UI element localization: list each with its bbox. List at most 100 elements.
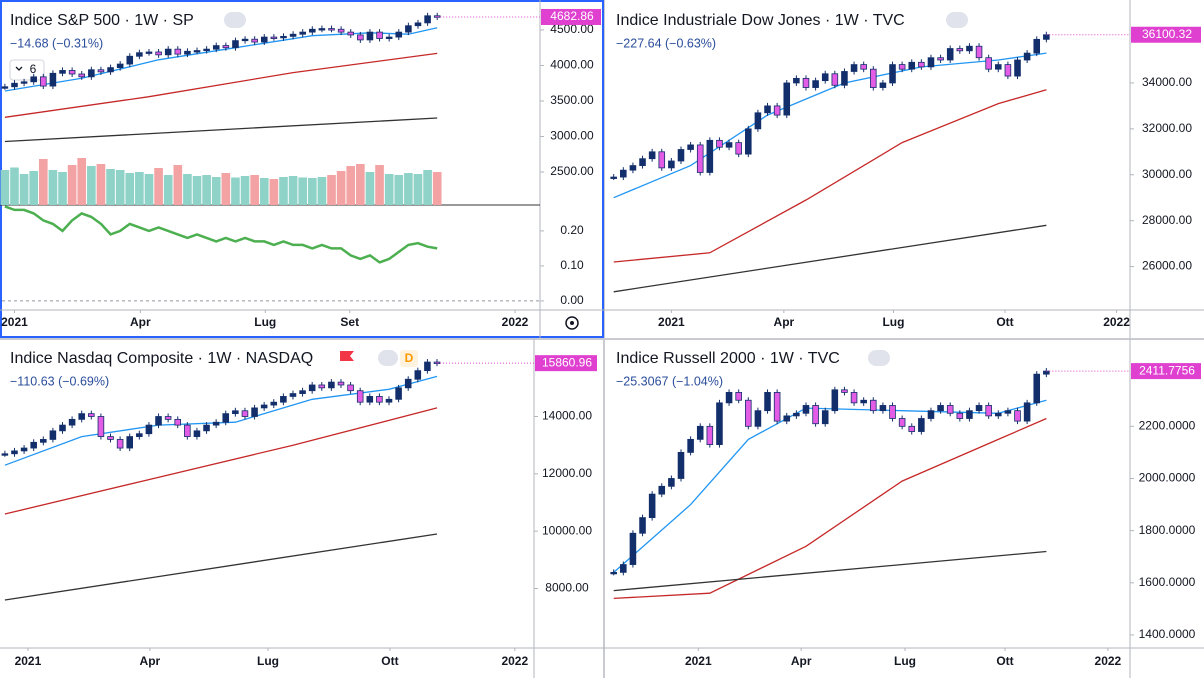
candle [927, 57, 935, 68]
flag-icon[interactable] [340, 351, 354, 361]
candle [126, 436, 133, 449]
candle [687, 144, 694, 150]
candle [193, 430, 201, 437]
x-tick-label: 2022 [1095, 654, 1122, 668]
candle [831, 389, 839, 412]
volume-bar [48, 170, 58, 205]
y-tick-label: 34000.00 [1142, 75, 1192, 89]
y-tick-label: 10000.00 [542, 523, 592, 537]
candle [716, 402, 723, 445]
candle [78, 73, 86, 78]
dividend-badge[interactable] [400, 350, 418, 367]
y-tick-label: 4500.00 [550, 22, 594, 36]
last-price-tag [535, 355, 597, 372]
toggle-button[interactable] [868, 350, 890, 366]
x-tick-label: Lug [257, 654, 279, 668]
candle [937, 57, 944, 61]
y-tick-label: 28000.00 [1142, 213, 1192, 227]
candle [357, 34, 364, 41]
candle [783, 415, 791, 422]
candle [30, 441, 37, 449]
candle [289, 393, 297, 397]
candle [821, 73, 829, 82]
x-tick-label: 2022 [1103, 315, 1130, 329]
y-tick-label: 12000.00 [542, 466, 592, 480]
candle [78, 413, 85, 420]
candle [20, 447, 28, 452]
candle [668, 160, 675, 169]
candle [1014, 410, 1021, 422]
indicators-toggle[interactable] [9, 59, 45, 81]
chart-panel: 2200.0000 2000.0000 1800.0000 1600.0000 1400… [610, 363, 1201, 668]
candle [347, 31, 355, 36]
volume-bar [115, 170, 125, 205]
candle [30, 76, 37, 83]
candle [404, 378, 412, 389]
volume-bar [96, 164, 106, 205]
candle [725, 142, 733, 148]
y-tick-label: 3000.00 [550, 129, 594, 143]
moving-average-line [613, 224, 1047, 293]
volume-bar [211, 177, 221, 205]
candle [745, 399, 752, 427]
last-price-label: 2411.7756 [1139, 363, 1195, 377]
candle [908, 425, 916, 432]
candle [184, 424, 191, 437]
chart-panel: 14000.00 12000.00 10000.00 8000.00 2021 Apr Lu… [1, 355, 597, 668]
volume-bar [87, 166, 96, 205]
x-tick-label: Apr [774, 315, 795, 329]
candle [385, 398, 393, 403]
candle [270, 401, 278, 406]
candle [424, 15, 431, 24]
candle [716, 139, 723, 148]
candle [629, 165, 637, 171]
candle [174, 418, 182, 426]
volume-bar [423, 170, 432, 205]
settings-icon-center [570, 321, 574, 325]
candle [648, 151, 656, 160]
volume-bar [288, 176, 298, 205]
last-price-tag [541, 8, 601, 25]
chart-panel: 34000.00 32000.00 30000.00 28000.00 26000.00… [610, 26, 1201, 329]
candle [793, 412, 800, 417]
candle [629, 532, 637, 565]
candle [639, 517, 646, 534]
candle [97, 416, 105, 437]
candle [251, 38, 258, 43]
candle [783, 82, 791, 116]
volume-bar [327, 175, 336, 205]
candle [1023, 402, 1031, 422]
candle [184, 50, 191, 55]
candle [337, 28, 345, 33]
volume-bar [154, 168, 163, 205]
candle [126, 55, 134, 65]
x-tick-label: 2022 [502, 315, 529, 329]
volume-bar [221, 173, 231, 205]
candle [764, 392, 771, 412]
candle [812, 80, 819, 88]
toggle-button[interactable] [224, 12, 246, 28]
candle [1033, 373, 1041, 404]
y-tick-label: 1800.0000 [1139, 523, 1196, 537]
moving-average-line [4, 375, 438, 466]
settings-icon[interactable] [565, 316, 579, 330]
toggle-button[interactable] [946, 12, 968, 28]
candle [299, 390, 306, 394]
candle [1023, 52, 1031, 61]
candle [668, 478, 675, 487]
candle [658, 485, 666, 495]
candle [773, 105, 781, 116]
volume-bar [279, 177, 288, 205]
toggle-button[interactable] [378, 350, 398, 366]
candle [841, 389, 848, 393]
candle [1, 453, 9, 456]
candle [821, 410, 829, 425]
y-tick-label: 26000.00 [1142, 259, 1192, 273]
dividend-label: D [405, 351, 414, 365]
volume-bar [365, 172, 375, 205]
x-tick-label: Ott [381, 654, 398, 668]
volume-bar [77, 158, 87, 205]
volume-bar [336, 171, 346, 205]
candle [898, 418, 906, 427]
candle [59, 424, 66, 432]
